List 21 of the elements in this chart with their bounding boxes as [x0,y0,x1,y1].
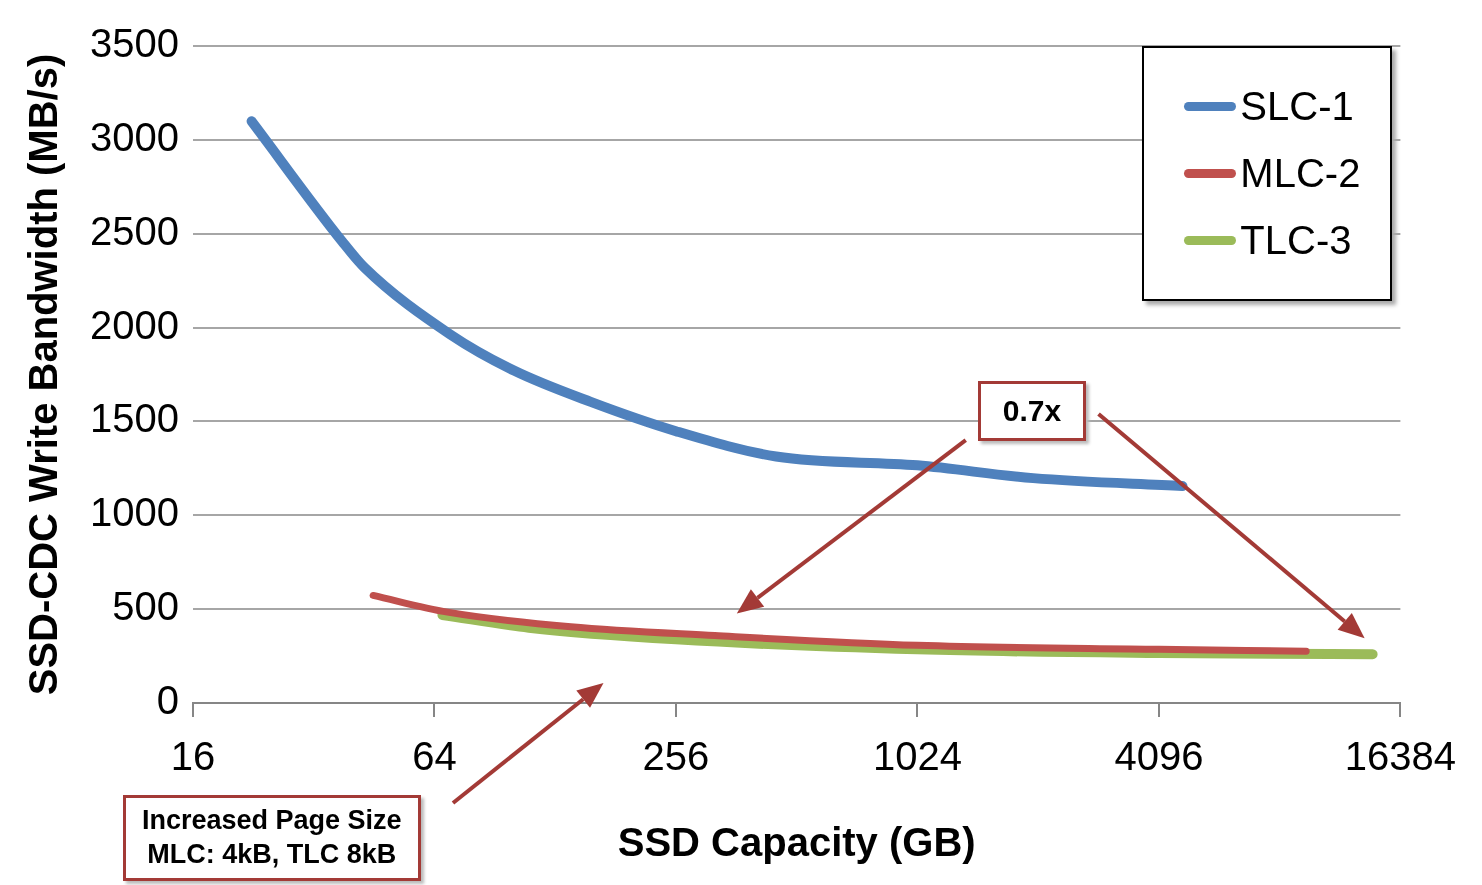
y-axis-title: SSD-CDC Write Bandwidth (MB/s) [21,53,66,696]
y-tick-label: 3500 [90,21,179,66]
x-tick-label: 256 [642,734,710,779]
legend-label: TLC-3 [1240,218,1352,263]
y-tick-label: 500 [112,584,179,629]
x-tick-label: 64 [412,734,457,779]
y-tick-label: 2000 [90,302,179,347]
x-tick-label: 16384 [1344,734,1456,779]
x-tick-label: 1024 [872,734,962,779]
x-tick-label: 16 [170,734,216,779]
text: Increased Page Size MLC: 4kB, TLC 8kB [122,795,421,881]
y-tick-label: 3000 [90,114,179,159]
y-tick-label: 1000 [90,490,179,535]
annotation: 0.7x [977,381,1087,442]
x-tick-label: 4096 [1114,734,1204,779]
y-tick-label: 1500 [90,396,179,441]
legend-label: MLC-2 [1240,151,1361,196]
x-axis-title: SSD Capacity (GB) [617,820,976,865]
y-tick-label: 0 [156,678,179,723]
y-tick-label: 2500 [90,208,179,253]
legend-label: SLC-1 [1240,84,1354,129]
